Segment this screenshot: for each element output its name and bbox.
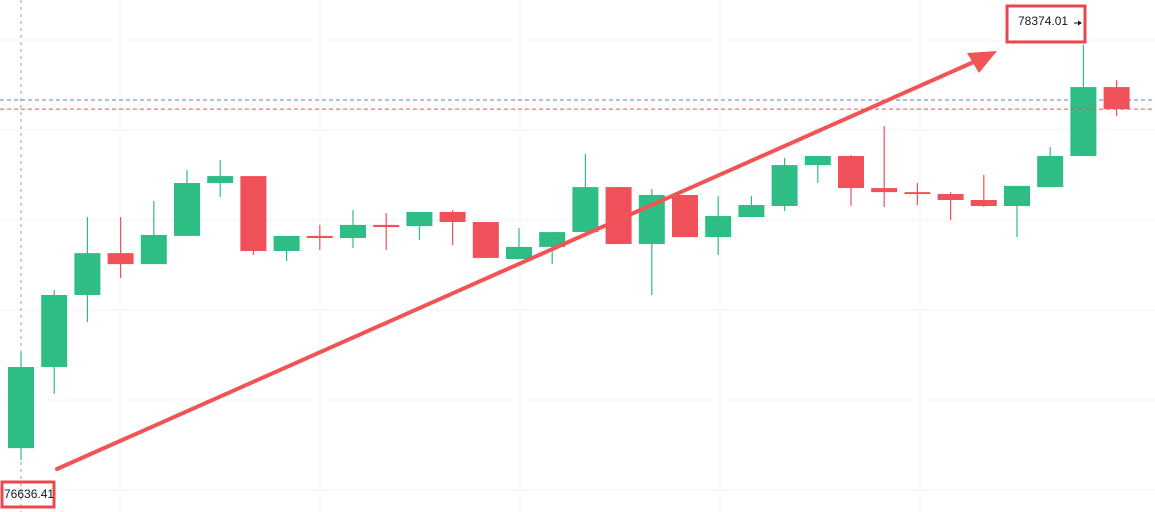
candle-body — [1103, 87, 1130, 110]
candle-body — [373, 224, 400, 228]
candle-body — [207, 176, 234, 184]
candle-body — [705, 216, 732, 238]
candle-body — [506, 246, 532, 260]
annotation: 76636.41 — [4, 487, 54, 501]
annotation-box — [1005, 4, 1087, 44]
candle-body — [8, 367, 34, 449]
candle-body — [41, 294, 68, 368]
candle-body — [572, 187, 599, 233]
candle-body — [107, 253, 134, 265]
trend-arrow — [55, 51, 997, 471]
candle-body — [539, 232, 566, 247]
candle-body — [1037, 155, 1064, 188]
candle-body — [804, 155, 831, 166]
annotation-box — [0, 480, 56, 509]
candle-body — [439, 211, 466, 223]
candle-body — [937, 194, 964, 201]
candle-body — [140, 234, 167, 265]
candle-body — [472, 222, 499, 258]
candle-body — [904, 192, 931, 195]
candle-body — [738, 205, 765, 218]
candle-body — [406, 211, 433, 227]
candle-body — [838, 155, 864, 189]
candle-body — [240, 176, 267, 251]
candle-body — [672, 194, 698, 238]
candle-body — [306, 235, 333, 239]
candle-body — [970, 200, 997, 206]
candle-body — [74, 253, 101, 295]
candle-body — [871, 188, 898, 193]
candle-body — [1004, 185, 1030, 206]
annotation: 78374.01 — [1018, 14, 1068, 28]
annotation-arrow-icon — [1074, 20, 1082, 26]
candle-body — [771, 165, 798, 206]
candle-body — [1070, 87, 1097, 156]
candles — [8, 44, 1130, 461]
candle-body — [340, 224, 366, 239]
candle-body — [174, 183, 200, 236]
candle-body — [273, 235, 300, 251]
